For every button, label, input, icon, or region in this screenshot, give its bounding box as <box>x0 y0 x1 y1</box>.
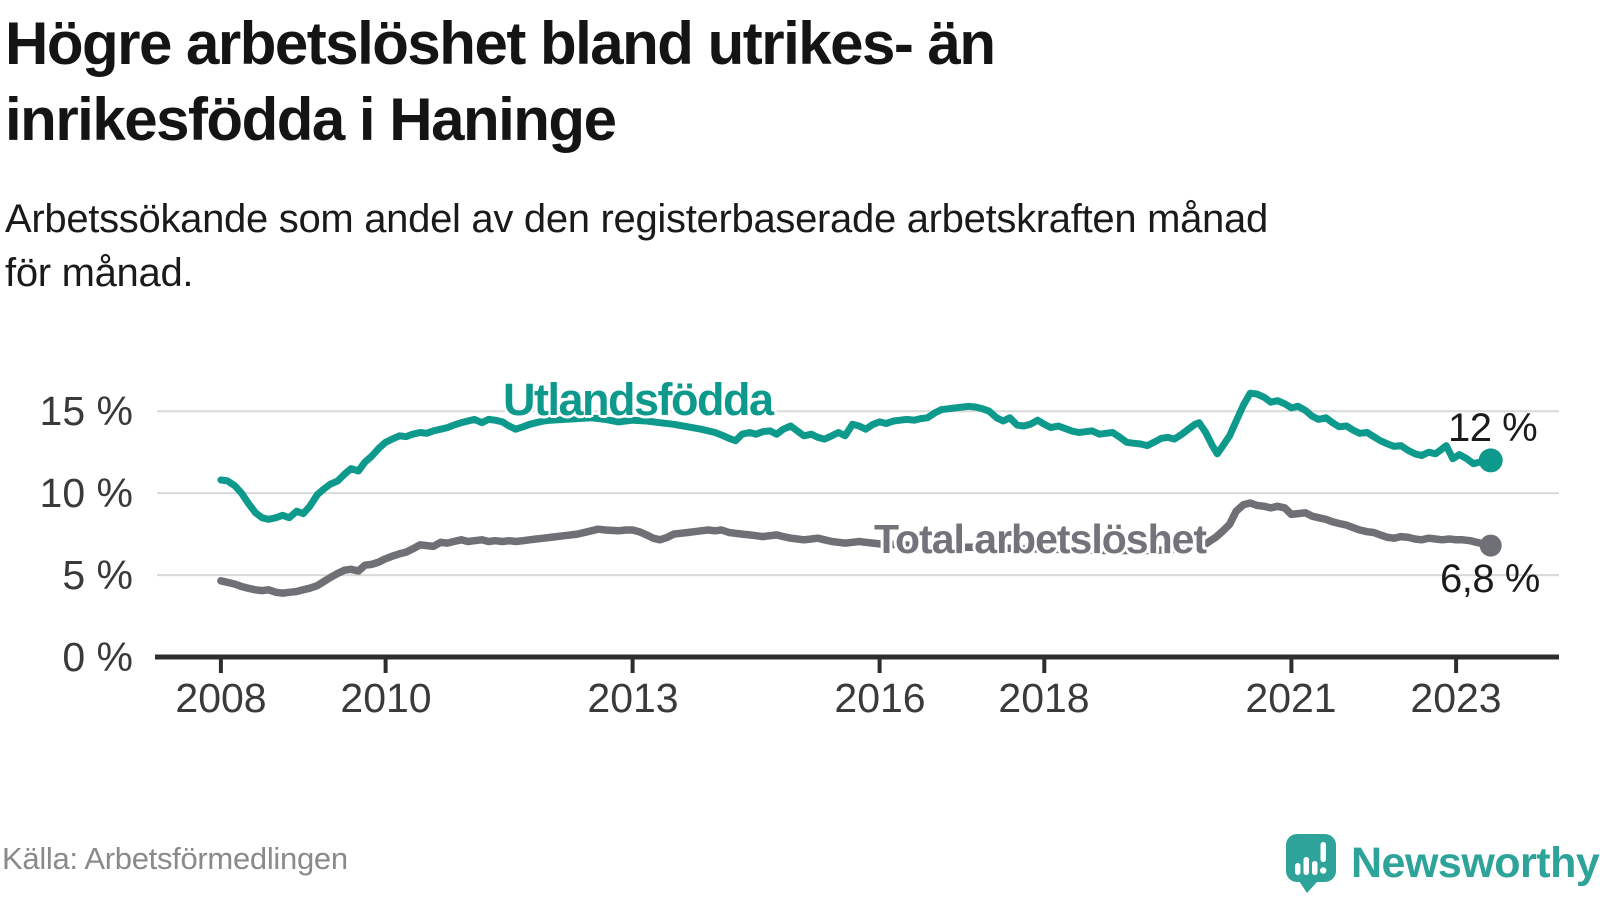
title-line-1: Högre arbetslöshet bland utrikes- än <box>5 10 996 77</box>
page-title: Högre arbetslöshet bland utrikes- än inr… <box>5 6 1565 158</box>
x-axis-group <box>155 654 1559 673</box>
x-tick-label: 2023 <box>1410 675 1502 721</box>
end-point-dot-utlandsfodda <box>1478 448 1503 473</box>
gridlines-group <box>157 410 1559 577</box>
x-tick-label: 2010 <box>340 675 432 721</box>
x-tick-label: 2018 <box>998 675 1090 721</box>
y-tick-label: 10 % <box>39 470 133 516</box>
brand-logo: Newsworthy <box>1284 832 1600 894</box>
subtitle-line-1: Arbetssökande som andel av den registerb… <box>5 197 1268 241</box>
y-tick-label: 15 % <box>39 388 133 434</box>
x-tick-label: 2008 <box>175 675 267 721</box>
end-value-label-utlandsfodda: 12 % <box>1448 406 1538 450</box>
subtitle-line-2: för månad. <box>5 251 194 295</box>
line-series-total <box>217 499 1495 597</box>
newsworthy-logo-icon <box>1286 834 1336 893</box>
chart-subtitle: Arbetssökande som andel av den registerb… <box>5 192 1565 300</box>
title-line-2: inrikesfödda i Haninge <box>5 86 617 153</box>
series-lines-group <box>217 389 1503 597</box>
end-point-dot-total <box>1479 534 1502 557</box>
y-tick-label: 0 % <box>62 634 133 680</box>
x-tick-label: 2021 <box>1245 675 1337 721</box>
brand-wordmark: Newsworthy <box>1351 839 1600 887</box>
x-tick-label: 2016 <box>834 675 926 721</box>
series-label-total-arbetsloshet: Total arbetslöshet <box>874 516 1207 562</box>
y-tick-label: 5 % <box>62 552 133 598</box>
series-label-utlandsfodda: Utlandsfödda <box>503 374 774 425</box>
x-tick-label: 2013 <box>587 675 679 721</box>
end-value-label-total: 6,8 % <box>1440 557 1540 601</box>
line-series-utlandsfodda <box>217 389 1495 523</box>
source-attribution: Källa: Arbetsförmedlingen <box>2 841 348 876</box>
